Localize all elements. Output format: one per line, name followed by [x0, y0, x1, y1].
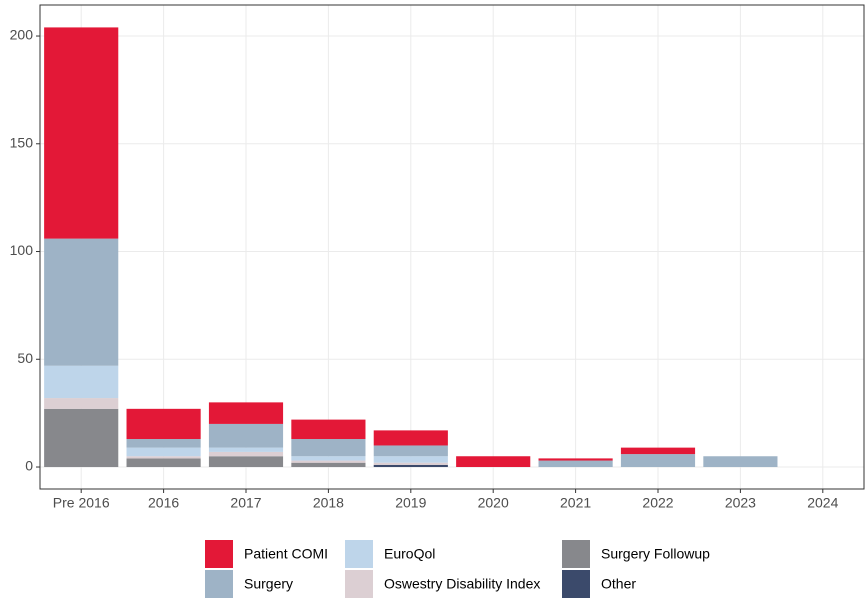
x-tick-label: 2017	[230, 495, 261, 511]
bar-segment	[208, 423, 284, 448]
bar-segment	[291, 439, 366, 457]
bar-segment	[291, 419, 366, 440]
x-tick-label: 2020	[478, 495, 509, 511]
bar-segment	[208, 456, 284, 468]
x-tick-label: 2021	[560, 495, 591, 511]
bar-segment	[291, 460, 366, 463]
legend-key	[345, 570, 373, 598]
bar-segment	[126, 447, 201, 457]
legend-label: Surgery Followup	[601, 546, 710, 562]
bar-segment	[208, 402, 284, 424]
bar-segment	[126, 456, 201, 459]
legend-key	[562, 570, 590, 598]
bar-segment	[620, 447, 696, 455]
y-tick-label: 0	[25, 458, 33, 474]
bar-segment	[373, 445, 448, 457]
x-tick-label: 2023	[725, 495, 756, 511]
bar-segment	[703, 456, 778, 468]
legend-label: Other	[601, 576, 636, 592]
x-tick-label: 2022	[642, 495, 673, 511]
bar-segment	[44, 365, 119, 399]
y-tick-label: 150	[10, 134, 34, 150]
bar-segment	[538, 460, 613, 468]
bar-segment	[208, 447, 284, 452]
legend-key	[562, 540, 590, 568]
x-tick-label: 2018	[313, 495, 344, 511]
bar-segment	[620, 454, 696, 468]
bar-segment	[538, 458, 613, 461]
bar-segment	[373, 464, 448, 468]
x-tick-label: 2016	[148, 495, 179, 511]
legend-label: Oswestry Disability Index	[384, 576, 540, 592]
x-tick-label: Pre 2016	[53, 495, 110, 511]
bar-segment	[44, 398, 119, 409]
legend-key	[205, 540, 233, 568]
legend-key	[345, 540, 373, 568]
legend-label: EuroQol	[384, 546, 435, 562]
panel	[39, 4, 865, 490]
bar-segment	[126, 408, 201, 440]
bar-segment	[291, 462, 366, 468]
bar-segment	[208, 451, 284, 457]
bar-segment	[373, 462, 448, 465]
bar-segment	[44, 27, 119, 239]
bar-segment	[291, 456, 366, 461]
x-tick-label: 2019	[395, 495, 426, 511]
bar-segment	[126, 458, 201, 468]
y-tick-label: 100	[10, 242, 34, 258]
bar-segment	[373, 456, 448, 463]
y-tick-label: 200	[10, 27, 34, 43]
legend-key	[205, 570, 233, 598]
legend-label: Surgery	[244, 576, 293, 592]
x-tick-label: 2024	[807, 495, 838, 511]
bar-segment	[44, 238, 119, 366]
bar-segment	[126, 439, 201, 448]
bar-segment	[44, 408, 119, 468]
legend-label: Patient COMI	[244, 546, 328, 562]
bar-segment	[373, 430, 448, 446]
bar-segment	[456, 456, 531, 468]
y-tick-label: 50	[17, 350, 33, 366]
